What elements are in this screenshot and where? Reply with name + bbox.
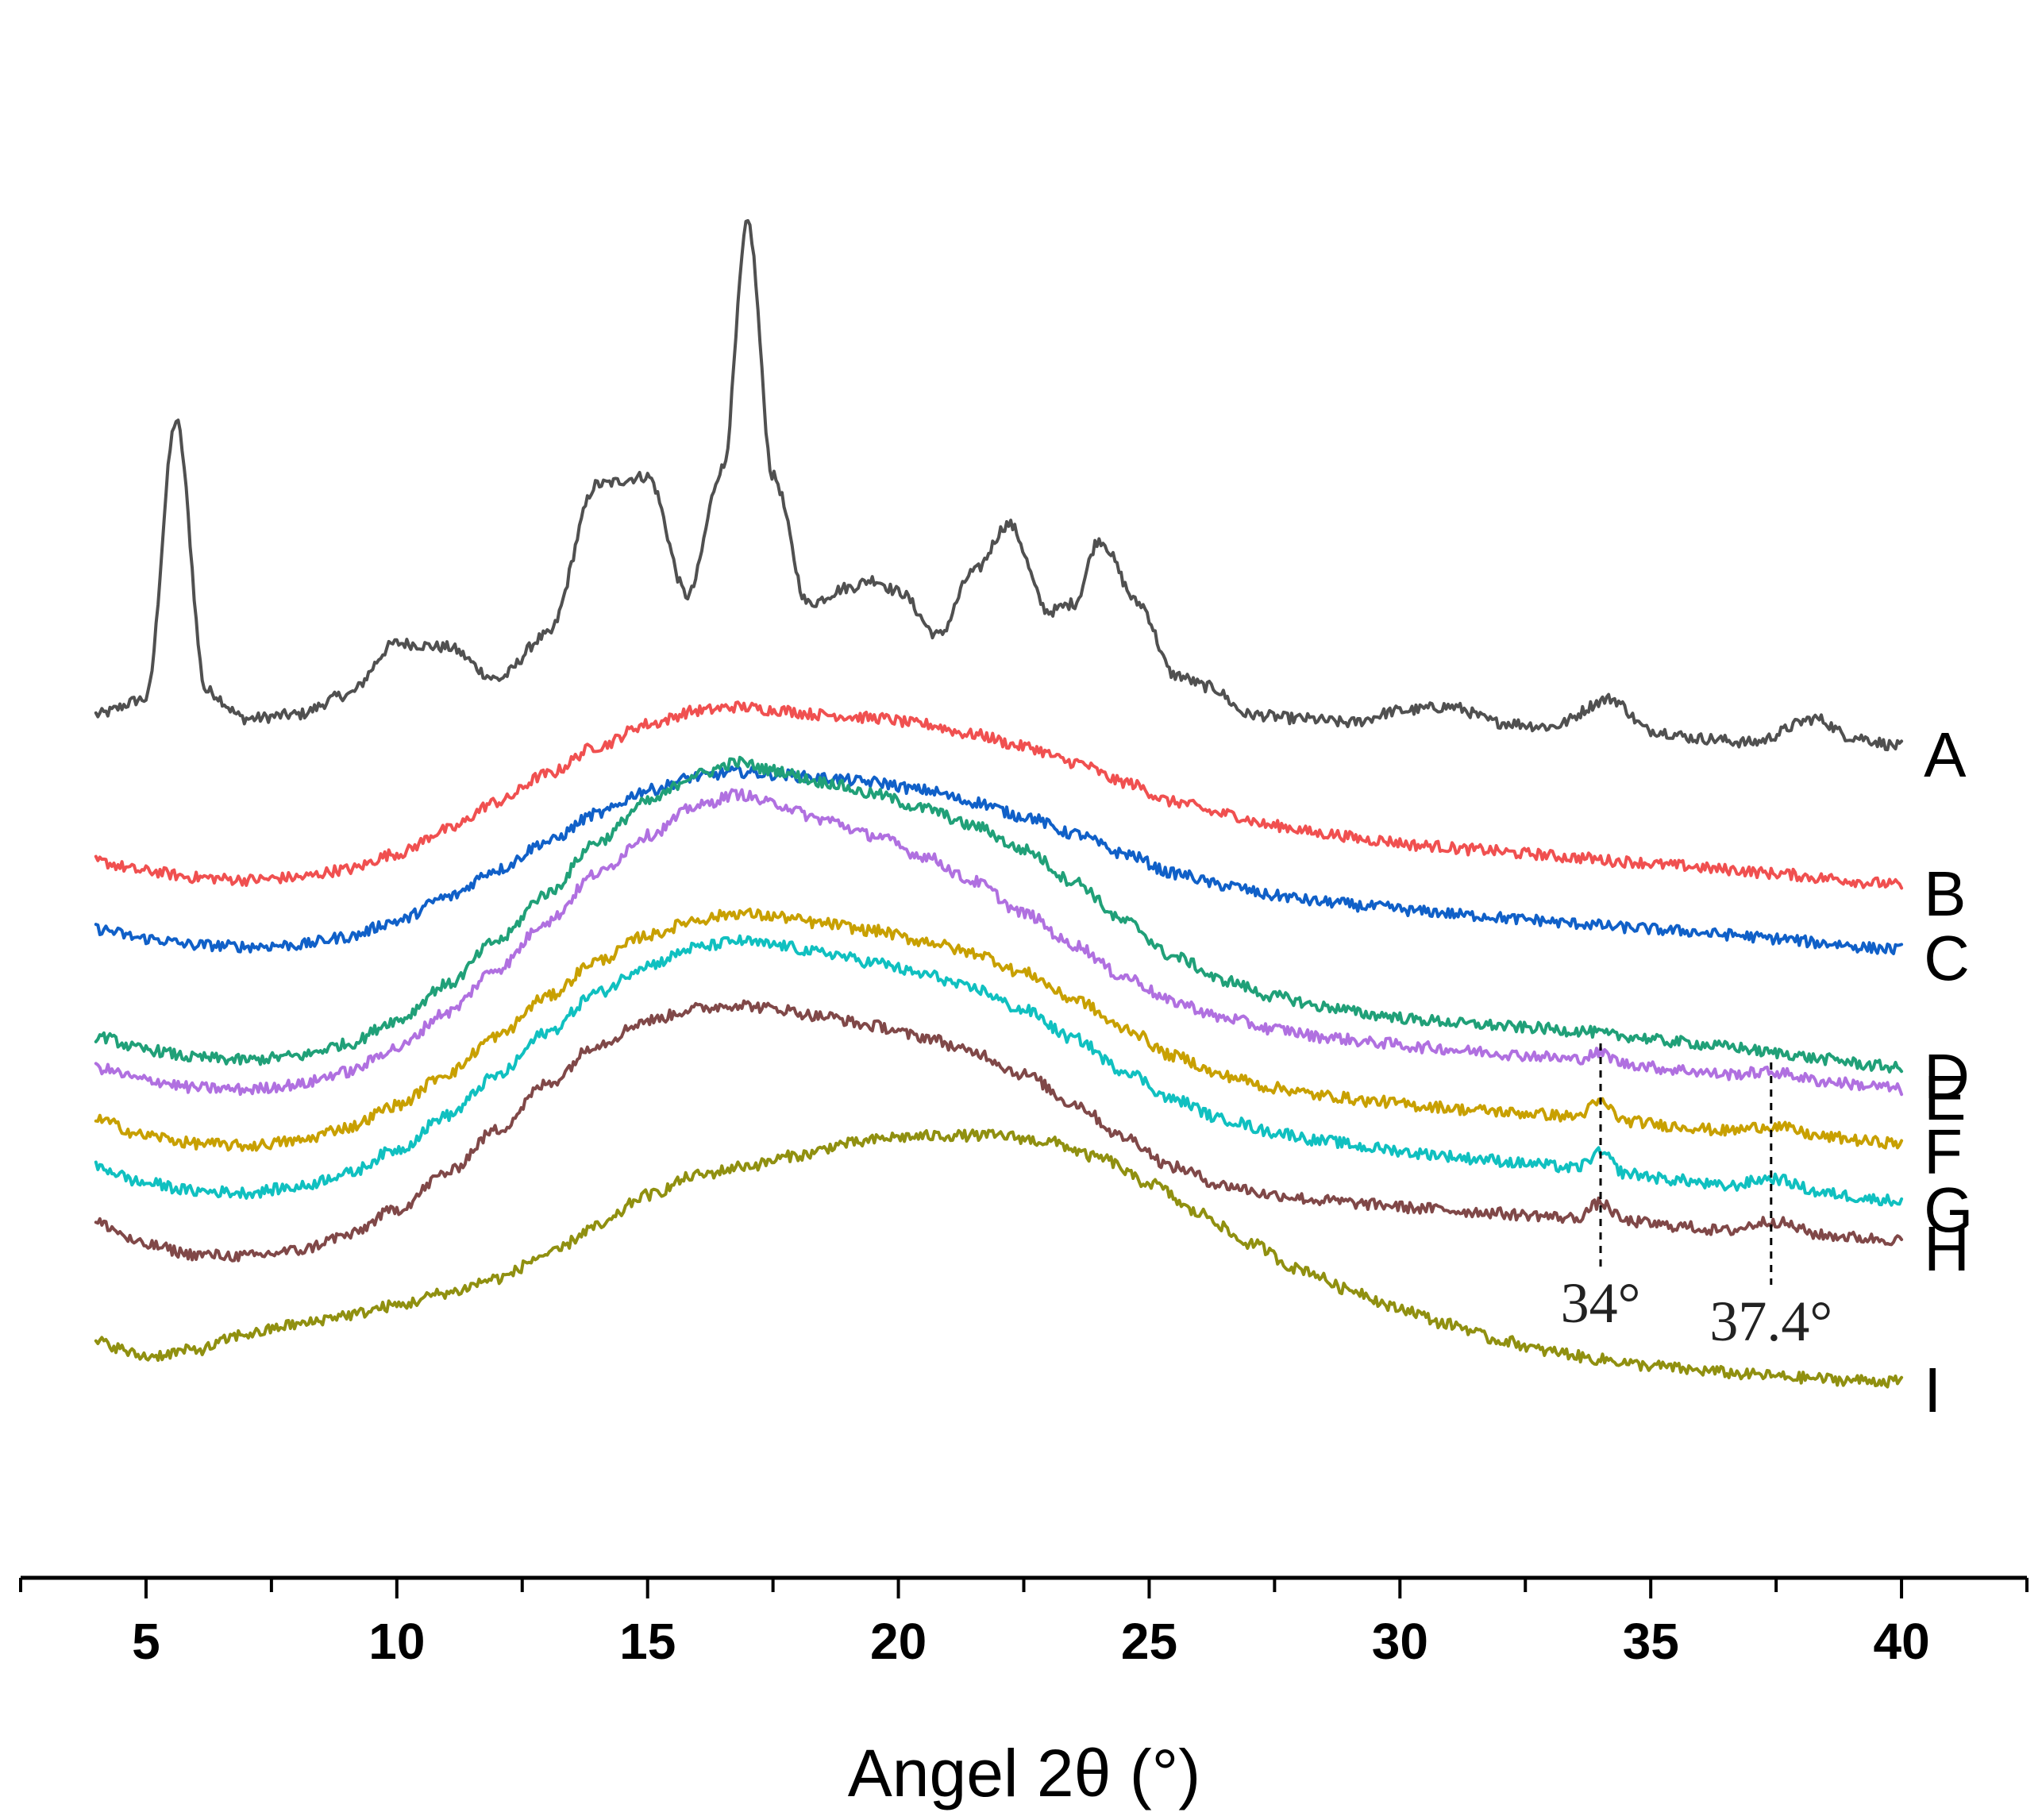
series-line-f	[94, 907, 1904, 1152]
series-line-a	[94, 218, 1904, 752]
series-label-g: G	[1924, 1174, 1973, 1245]
tick-label-10: 10	[368, 1613, 425, 1670]
series-label-b: B	[1924, 858, 1966, 929]
tick-label-5: 5	[132, 1613, 160, 1670]
tick-label-20: 20	[870, 1613, 927, 1670]
peak-annotations: 34° 37.4°	[1561, 1043, 1832, 1353]
x-axis-title: Angel 2θ (°)	[848, 1736, 1201, 1810]
series-label-e: E	[1924, 1062, 1966, 1133]
series-line-d	[94, 755, 1904, 1074]
tick-label-35: 35	[1623, 1613, 1679, 1670]
series-label-f: F	[1924, 1116, 1963, 1187]
annotation-label-0: 34°	[1561, 1271, 1641, 1335]
series-line-i	[94, 1128, 1904, 1389]
annotation-label-1: 37.4°	[1709, 1290, 1832, 1353]
series-label-h: H	[1924, 1213, 1970, 1284]
tick-label-15: 15	[619, 1613, 676, 1670]
series-label-a: A	[1924, 719, 1967, 790]
series-label-d: D	[1924, 1041, 1970, 1112]
tick-label-25: 25	[1121, 1613, 1177, 1670]
series-line-h	[94, 999, 1904, 1263]
series-line-c	[94, 765, 1904, 955]
series-label-c: C	[1924, 923, 1970, 993]
series-label-i: I	[1924, 1355, 1941, 1425]
series-traces	[94, 218, 1904, 1389]
tick-label-40: 40	[1873, 1613, 1929, 1670]
series-line-b	[94, 700, 1904, 890]
tick-label-30: 30	[1372, 1613, 1428, 1670]
series-line-g	[94, 934, 1904, 1207]
x-axis-ticks: 5 10 15 20 25 30 35 40	[19, 1578, 2029, 1670]
